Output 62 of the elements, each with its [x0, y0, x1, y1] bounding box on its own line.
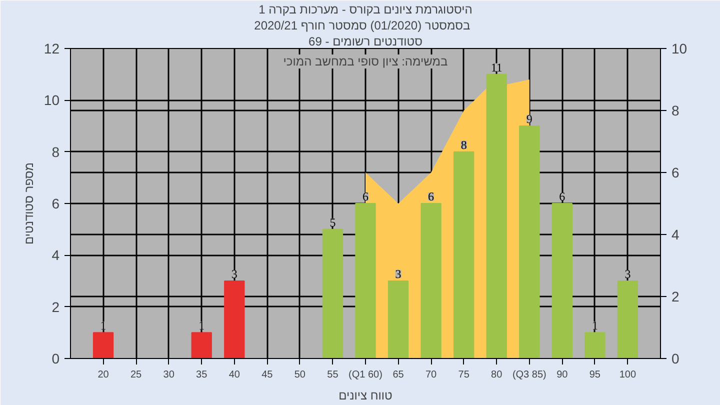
- chart-title: היסטוגרמת ציונים בקורס - מערכות בקרה 1: [258, 2, 472, 16]
- bar: [322, 228, 344, 358]
- y-tick-label: 2: [52, 298, 60, 315]
- bar: [420, 203, 442, 358]
- x-tick-label: 50: [294, 370, 306, 380]
- bar: [355, 203, 376, 358]
- x-tick-label: 30: [163, 370, 175, 380]
- x-tick-label: 95: [589, 370, 601, 380]
- chart-subtitle: בסמסטר (01/2020) סמסטר חורף 2020/21: [254, 18, 470, 32]
- y2-tick-label: 8: [672, 102, 680, 118]
- data-label: 5: [330, 215, 336, 230]
- data-label: 3: [231, 267, 238, 281]
- y-tick-label: 0: [52, 350, 60, 366]
- x-tick-label: 45: [262, 370, 274, 380]
- bar: [584, 332, 606, 358]
- x-tick-label: 20: [98, 370, 110, 380]
- y-tick-label: 10: [44, 92, 60, 108]
- x-tick-label: 70: [425, 370, 438, 380]
- bar: [552, 203, 572, 358]
- x-tick-label: 100: [619, 370, 637, 380]
- x-tick-label: 35: [196, 370, 208, 380]
- x-tick-label: 80: [491, 370, 503, 380]
- y-tick-label: 6: [52, 196, 60, 212]
- y-axis-title: מספר סטודנטים: [22, 162, 36, 245]
- bar: [454, 151, 474, 358]
- y2-tick-label: 0: [672, 350, 680, 366]
- y-tick-label: 8: [52, 144, 60, 160]
- bar: [224, 280, 245, 358]
- x-tick-label: 55: [327, 370, 339, 380]
- bar: [92, 332, 114, 358]
- x-tick-label: 25: [130, 370, 142, 380]
- bar: [519, 126, 540, 358]
- data-label: 6: [559, 190, 566, 204]
- annotation: במשימה: ציון סופי במחשב המוכי: [283, 54, 448, 68]
- data-label: 1: [198, 318, 205, 333]
- bar: [191, 332, 212, 358]
- x-tick-label: (Q3 85): [512, 370, 546, 380]
- x-tick-label: 65: [392, 370, 404, 380]
- bar: [486, 74, 507, 358]
- data-label: 1: [592, 318, 598, 333]
- data-label: 6: [362, 190, 368, 204]
- x-tick-label: 40: [228, 370, 240, 380]
- x-axis-title: טווח ציונים: [338, 388, 393, 402]
- text: סטודנטים רשומים - 69: [308, 34, 423, 48]
- x-tick-label: 90: [556, 370, 568, 380]
- data-label: 3: [395, 267, 402, 281]
- data-label: 9: [526, 112, 532, 126]
- data-label: 11: [490, 60, 502, 74]
- data-label: 3: [624, 267, 631, 281]
- y2-tick-label: 6: [672, 164, 680, 180]
- bar: [617, 280, 638, 358]
- x-tick-label: 75: [458, 370, 470, 380]
- data-label: 8: [460, 138, 467, 152]
- y2-tick-label: 4: [672, 226, 680, 242]
- y-tick-label: 4: [52, 247, 60, 264]
- y2-tick-label: 2: [672, 288, 680, 304]
- bar: [388, 280, 409, 358]
- y-tick-label: 12: [44, 40, 60, 56]
- y2-tick-label: 10: [672, 40, 688, 56]
- x-tick-label: (Q1 60): [348, 370, 382, 380]
- data-label: 1: [100, 318, 106, 333]
- data-label: 6: [428, 190, 434, 204]
